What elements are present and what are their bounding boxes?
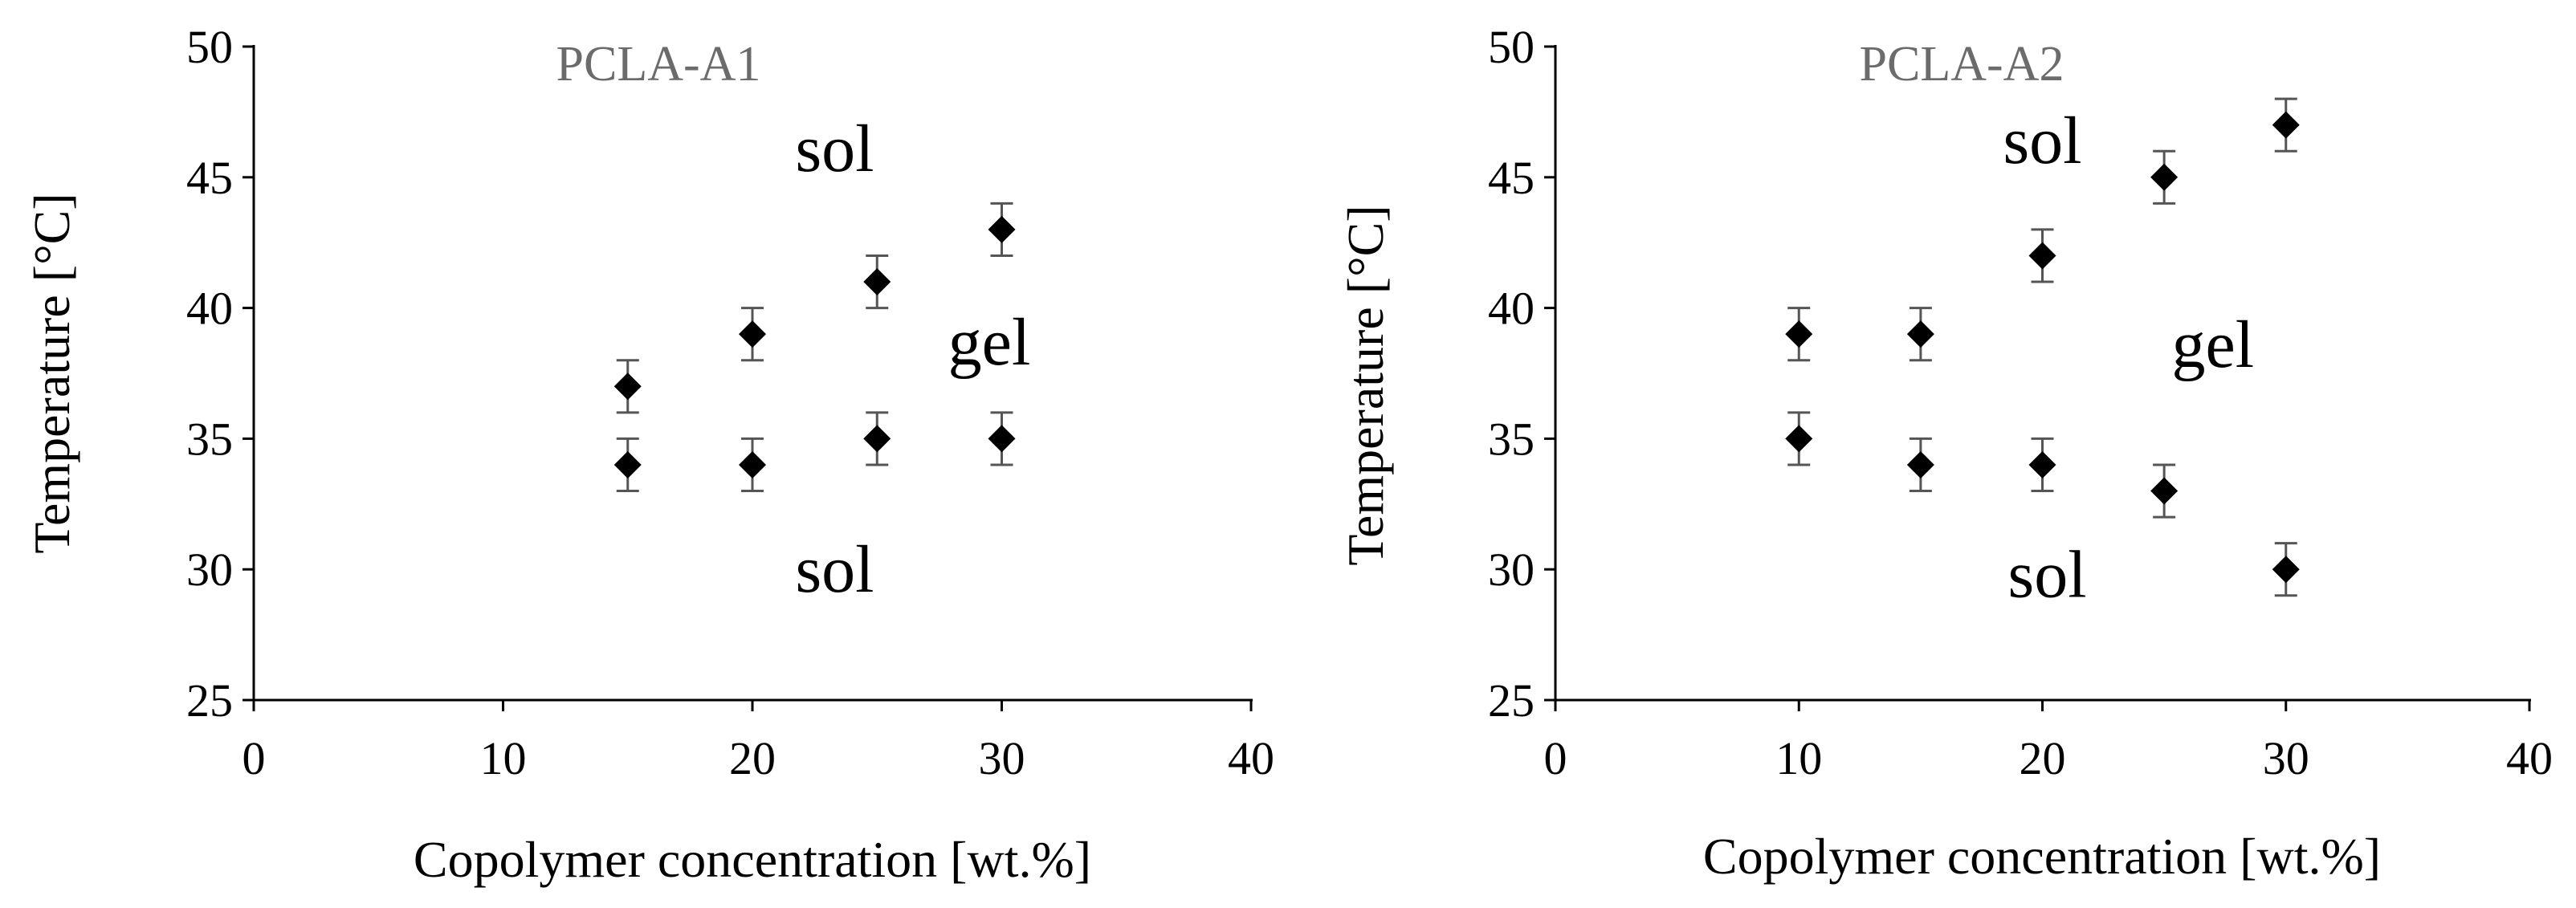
panel-1-data-point — [739, 320, 766, 348]
panel-1-y-tick-label: 45 — [186, 152, 233, 204]
panel-2-x-tick-label: 30 — [2263, 732, 2309, 784]
panel-1-title: PCLA-A1 — [556, 37, 761, 92]
panel-2-data-point — [2272, 556, 2300, 584]
panel-2-x-tick-label: 0 — [1544, 732, 1567, 784]
panel-1-x-ticks: 0 10 20 30 40 — [243, 700, 1274, 784]
panel-2-x-tick-label: 40 — [2506, 732, 2553, 784]
panel-2-y-ticks: 25 30 35 40 45 50 — [1488, 21, 1555, 727]
panel-2-y-tick-label: 50 — [1488, 21, 1535, 73]
panel-2-y-tick-label: 25 — [1488, 674, 1535, 727]
panel-1-y-tick-label: 35 — [186, 413, 233, 465]
panel-2-data-point — [1906, 450, 1934, 478]
panel-1-x-tick-label: 10 — [480, 732, 527, 784]
chart-panel-2: PCLA-A2 25 30 35 40 45 50 0 10 20 30 40 Copolymer… — [1337, 21, 2553, 885]
panel-2-data-point — [2028, 450, 2056, 478]
panel-2-x-tick-label: 10 — [1775, 732, 1822, 784]
panel-1-region-label: gel — [948, 305, 1031, 380]
panel-2-y-axis: 25 30 35 40 45 50 — [1488, 21, 1557, 727]
panel-1-x-axis: 0 10 20 30 40 — [243, 698, 1274, 784]
panel-1-data-point — [988, 425, 1016, 453]
panel-2-x-ticks: 0 10 20 30 40 — [1544, 700, 2553, 784]
panel-2-data-point — [2150, 477, 2179, 505]
panel-2-y-axis-label: Temperature [°C] — [1337, 205, 1394, 565]
panel-1-x-tick-label: 30 — [979, 732, 1025, 784]
panel-1-data-point — [863, 268, 891, 296]
chart-panel-1: PCLA-A1 25 30 35 40 45 50 0 10 20 30 40 Copolymer… — [23, 21, 1274, 888]
panel-1-y-axis-label: Temperature [°C] — [23, 193, 80, 553]
panel-2-y-tick-label: 40 — [1488, 283, 1535, 335]
panel-1-x-tick-label: 40 — [1228, 732, 1274, 784]
panel-1-y-tick-label: 25 — [186, 674, 233, 727]
panel-2-data-point — [1906, 320, 1934, 348]
panel-2-data-point — [2150, 163, 2179, 191]
panel-1-region-label: sol — [795, 112, 874, 186]
panel-1-y-ticks: 25 30 35 40 45 50 — [186, 21, 254, 727]
panel-1-y-axis: 25 30 35 40 45 50 — [186, 21, 255, 727]
panel-2-title: PCLA-A2 — [1860, 37, 2064, 92]
panel-2-x-axis-label: Copolymer concentration [wt.%] — [1703, 828, 2381, 885]
panel-2-data-point — [2272, 111, 2300, 139]
panel-2-y-tick-label: 45 — [1488, 152, 1535, 204]
panel-2-series — [1785, 97, 2300, 597]
panel-1-y-tick-label: 50 — [186, 21, 233, 73]
panel-1-region-label: sol — [795, 532, 874, 607]
panel-2-y-tick-label: 35 — [1488, 413, 1535, 465]
panel-1-data-point — [739, 450, 766, 478]
panel-2-region-label: sol — [2003, 104, 2081, 178]
panel-1-x-tick-label: 20 — [729, 732, 776, 784]
panel-1-data-point — [613, 450, 642, 478]
panel-2-region-label: sol — [2008, 538, 2087, 613]
panel-2-data-point — [1785, 320, 1813, 348]
panel-1-y-tick-label: 30 — [186, 544, 233, 596]
panel-2-data-point — [1785, 425, 1813, 453]
panel-2-data-point — [2028, 242, 2056, 270]
panel-1-x-tick-label: 0 — [243, 732, 266, 784]
panel-1-annotations: sol gel sol — [795, 112, 1030, 607]
panel-2-region-label: gel — [2171, 307, 2254, 382]
panel-1-data-point — [613, 373, 642, 401]
panel-2-y-tick-label: 30 — [1488, 544, 1535, 596]
panel-2-annotations: sol gel sol — [2003, 104, 2254, 612]
panel-1-y-tick-label: 40 — [186, 283, 233, 335]
panel-2-x-axis: 0 10 20 30 40 — [1544, 698, 2553, 784]
panel-1-data-point — [988, 215, 1016, 243]
panel-1-series — [613, 202, 1016, 493]
panel-1-data-point — [863, 425, 891, 453]
panel-2-x-tick-label: 20 — [2020, 732, 2066, 784]
panel-1-x-axis-label: Copolymer concentration [wt.%] — [414, 831, 1091, 888]
